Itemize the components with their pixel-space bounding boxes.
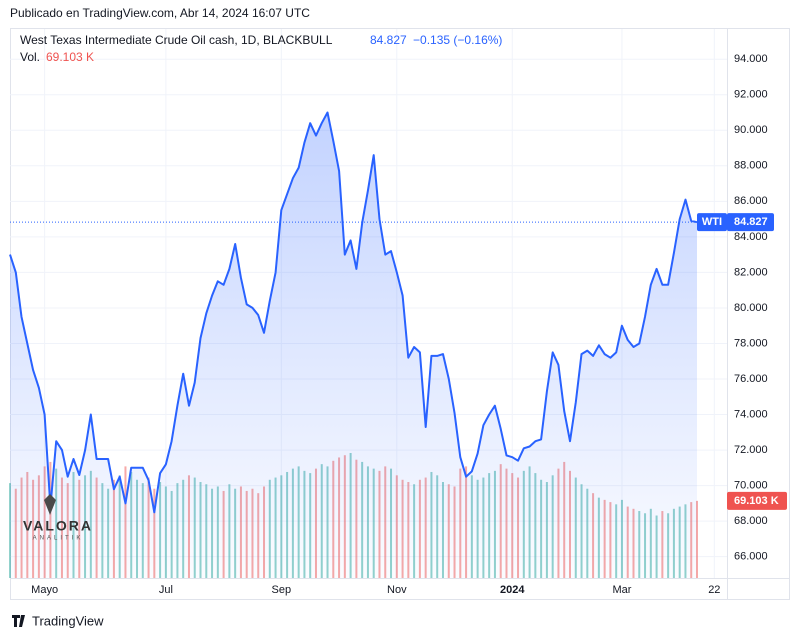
- watermark-name: VALORA: [23, 518, 93, 534]
- axes: 66.000 68.000 70.000 72.000 74.000 76.000 78.0…: [31, 53, 787, 596]
- y-tick-label: 68.000: [734, 515, 768, 527]
- y-tick-label: 80.000: [734, 302, 768, 314]
- volume-tag-bg: [727, 491, 787, 510]
- x-tick-label: 2024: [500, 584, 525, 596]
- x-tick-label: Jul: [159, 584, 173, 596]
- price-tag-name-bg: [697, 213, 727, 232]
- brand-logo: [12, 615, 25, 627]
- y-tick-label: 82.000: [734, 266, 768, 278]
- y-tick-label: 74.000: [734, 408, 768, 420]
- x-tick-label: 22: [708, 584, 720, 596]
- x-tick-label: Sep: [272, 584, 292, 596]
- y-tick-label: 78.000: [734, 337, 768, 349]
- y-tick-label: 88.000: [734, 160, 768, 172]
- x-tick-label: Mar: [612, 584, 631, 596]
- watermark-logo: [44, 494, 56, 515]
- legend-title: West Texas Intermediate Crude Oil cash, …: [20, 33, 333, 47]
- legend-price: 84.827: [370, 33, 407, 47]
- watermark: VALORA ANALITIK: [23, 494, 93, 542]
- y-tick-label: 72.000: [734, 444, 768, 456]
- brand: TradingView: [32, 613, 104, 628]
- price-tag-name: WTI: [702, 216, 722, 228]
- price-tag: 84.827: [734, 216, 768, 228]
- y-tick-label: 76.000: [734, 373, 768, 385]
- x-tick-label: Mayo: [31, 584, 58, 596]
- y-tick-label: 66.000: [734, 551, 768, 563]
- price-line: [9, 111, 698, 514]
- legend-vol: Vol.: [20, 50, 40, 64]
- y-tick-label: 90.000: [734, 124, 768, 136]
- legend-change: −0.135 (−0.16%): [413, 33, 502, 47]
- y-tick-label: 92.000: [734, 89, 768, 101]
- price-tag-bg: [727, 213, 774, 232]
- price-area: [10, 112, 697, 578]
- y-tick-label: 86.000: [734, 195, 768, 207]
- volume-tag: 69.103 K: [734, 495, 779, 507]
- legend: West Texas Intermediate Crude Oil cash, …: [20, 33, 502, 64]
- x-tick-label: Nov: [387, 584, 407, 596]
- y-tick-label: 70.000: [734, 480, 768, 492]
- price-line: [9, 111, 727, 578]
- published: Publicado en TradingView.com, Abr 14, 20…: [10, 6, 310, 20]
- watermark-sub: ANALITIK: [33, 536, 84, 542]
- legend-vol-value: 69.103 K: [46, 50, 94, 64]
- y-tick-label: 84.000: [734, 231, 768, 243]
- y-tick-label: 94.000: [734, 53, 768, 65]
- footer: TradingView: [12, 613, 104, 628]
